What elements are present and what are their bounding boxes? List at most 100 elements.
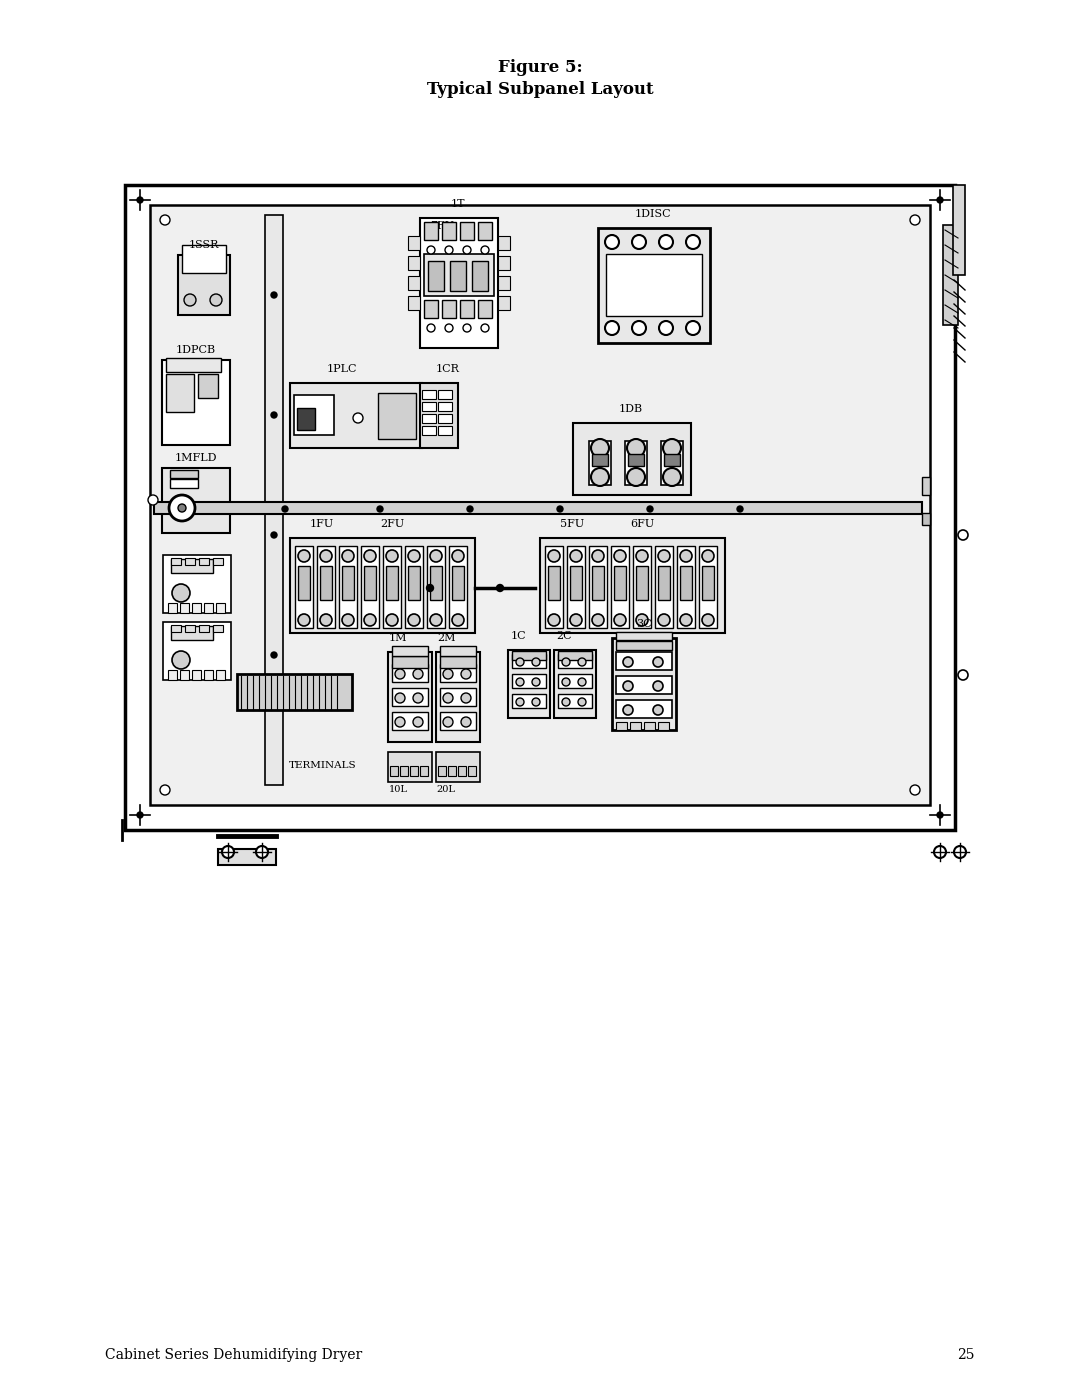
Bar bbox=[943, 225, 958, 326]
Text: 1C: 1C bbox=[510, 631, 526, 641]
Bar bbox=[654, 546, 673, 629]
Circle shape bbox=[570, 550, 582, 562]
Bar bbox=[342, 566, 354, 599]
Circle shape bbox=[160, 785, 170, 795]
Circle shape bbox=[548, 615, 561, 626]
Bar bbox=[442, 300, 456, 319]
Circle shape bbox=[271, 532, 276, 538]
Bar bbox=[180, 671, 189, 680]
Bar bbox=[598, 228, 710, 344]
Bar bbox=[199, 624, 210, 631]
Circle shape bbox=[516, 678, 524, 686]
Bar bbox=[216, 604, 225, 613]
Bar bbox=[570, 566, 582, 599]
Bar bbox=[388, 752, 432, 782]
Text: 6FU: 6FU bbox=[630, 520, 654, 529]
Bar bbox=[478, 300, 492, 319]
Bar bbox=[498, 277, 510, 291]
Bar bbox=[320, 566, 332, 599]
Bar bbox=[218, 849, 276, 865]
Circle shape bbox=[653, 680, 663, 692]
Bar bbox=[213, 557, 222, 564]
Circle shape bbox=[342, 550, 354, 562]
Bar bbox=[589, 546, 607, 629]
Bar bbox=[166, 358, 221, 372]
Text: Typical Subpanel Layout: Typical Subpanel Layout bbox=[427, 81, 653, 99]
Circle shape bbox=[958, 529, 968, 541]
Bar bbox=[185, 624, 195, 631]
Bar bbox=[420, 383, 458, 448]
Bar bbox=[545, 546, 563, 629]
Text: 1MFLD: 1MFLD bbox=[175, 453, 217, 462]
Bar bbox=[216, 671, 225, 680]
Circle shape bbox=[659, 321, 673, 335]
Circle shape bbox=[453, 550, 464, 562]
Bar bbox=[953, 184, 966, 275]
Text: 1PLC: 1PLC bbox=[327, 365, 357, 374]
Bar bbox=[453, 566, 464, 599]
Bar bbox=[558, 694, 592, 708]
Circle shape bbox=[353, 414, 363, 423]
Bar bbox=[383, 546, 401, 629]
Bar bbox=[616, 631, 672, 640]
Bar bbox=[408, 236, 420, 250]
Circle shape bbox=[160, 215, 170, 225]
Circle shape bbox=[632, 235, 646, 249]
Bar bbox=[616, 722, 627, 731]
Text: 1CR: 1CR bbox=[436, 365, 460, 374]
Circle shape bbox=[320, 615, 332, 626]
Bar bbox=[237, 673, 352, 710]
Bar bbox=[199, 557, 210, 564]
Circle shape bbox=[395, 693, 405, 703]
Circle shape bbox=[615, 550, 626, 562]
Circle shape bbox=[461, 717, 471, 726]
Bar bbox=[449, 546, 467, 629]
Bar bbox=[658, 722, 669, 731]
Circle shape bbox=[413, 693, 423, 703]
Bar bbox=[498, 296, 510, 310]
Bar bbox=[508, 650, 550, 718]
Circle shape bbox=[562, 678, 570, 686]
Bar bbox=[178, 256, 230, 314]
Bar bbox=[170, 469, 198, 478]
Bar bbox=[424, 254, 494, 296]
Circle shape bbox=[658, 550, 670, 562]
Bar bbox=[498, 236, 510, 250]
Circle shape bbox=[184, 293, 195, 306]
Text: 1DPCB: 1DPCB bbox=[176, 345, 216, 355]
Bar bbox=[364, 566, 376, 599]
Bar bbox=[512, 673, 546, 687]
Text: 1M: 1M bbox=[389, 633, 407, 643]
Bar bbox=[125, 184, 955, 830]
Circle shape bbox=[178, 504, 186, 511]
Bar bbox=[386, 566, 399, 599]
Bar bbox=[512, 694, 546, 708]
Circle shape bbox=[592, 550, 604, 562]
Circle shape bbox=[702, 615, 714, 626]
Bar bbox=[438, 402, 453, 411]
Bar bbox=[410, 766, 418, 775]
Circle shape bbox=[408, 550, 420, 562]
Circle shape bbox=[461, 669, 471, 679]
Circle shape bbox=[395, 717, 405, 726]
Bar bbox=[615, 566, 626, 599]
Circle shape bbox=[408, 615, 420, 626]
Bar bbox=[661, 441, 683, 485]
Bar bbox=[440, 664, 476, 682]
Bar bbox=[392, 645, 428, 657]
Circle shape bbox=[548, 550, 561, 562]
Bar bbox=[166, 374, 194, 412]
Bar bbox=[408, 277, 420, 291]
Bar bbox=[295, 546, 313, 629]
Bar bbox=[427, 546, 445, 629]
Circle shape bbox=[463, 246, 471, 254]
Text: 2FU: 2FU bbox=[380, 520, 404, 529]
Bar bbox=[616, 652, 672, 671]
Bar bbox=[633, 546, 651, 629]
Text: 5FU: 5FU bbox=[559, 520, 584, 529]
Circle shape bbox=[481, 246, 489, 254]
Bar bbox=[702, 566, 714, 599]
Bar bbox=[611, 546, 629, 629]
Bar bbox=[170, 479, 198, 488]
Text: 3C: 3C bbox=[636, 619, 652, 629]
